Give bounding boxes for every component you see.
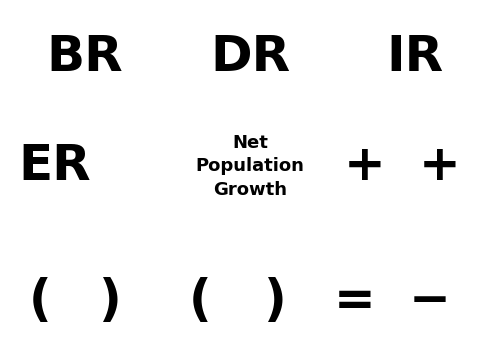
Text: +: + [419,142,461,190]
Text: Net
Population
Growth: Net Population Growth [196,134,304,199]
Text: IR: IR [386,33,444,81]
Text: =: = [334,277,376,325]
Text: −: − [409,277,451,325]
Text: BR: BR [46,33,124,81]
Text: DR: DR [210,33,290,81]
Text: ER: ER [18,142,92,190]
Text: (: ( [188,277,212,325]
Text: (: ( [28,277,52,325]
Text: +: + [344,142,386,190]
Text: ): ) [98,277,122,325]
Text: ): ) [264,277,286,325]
